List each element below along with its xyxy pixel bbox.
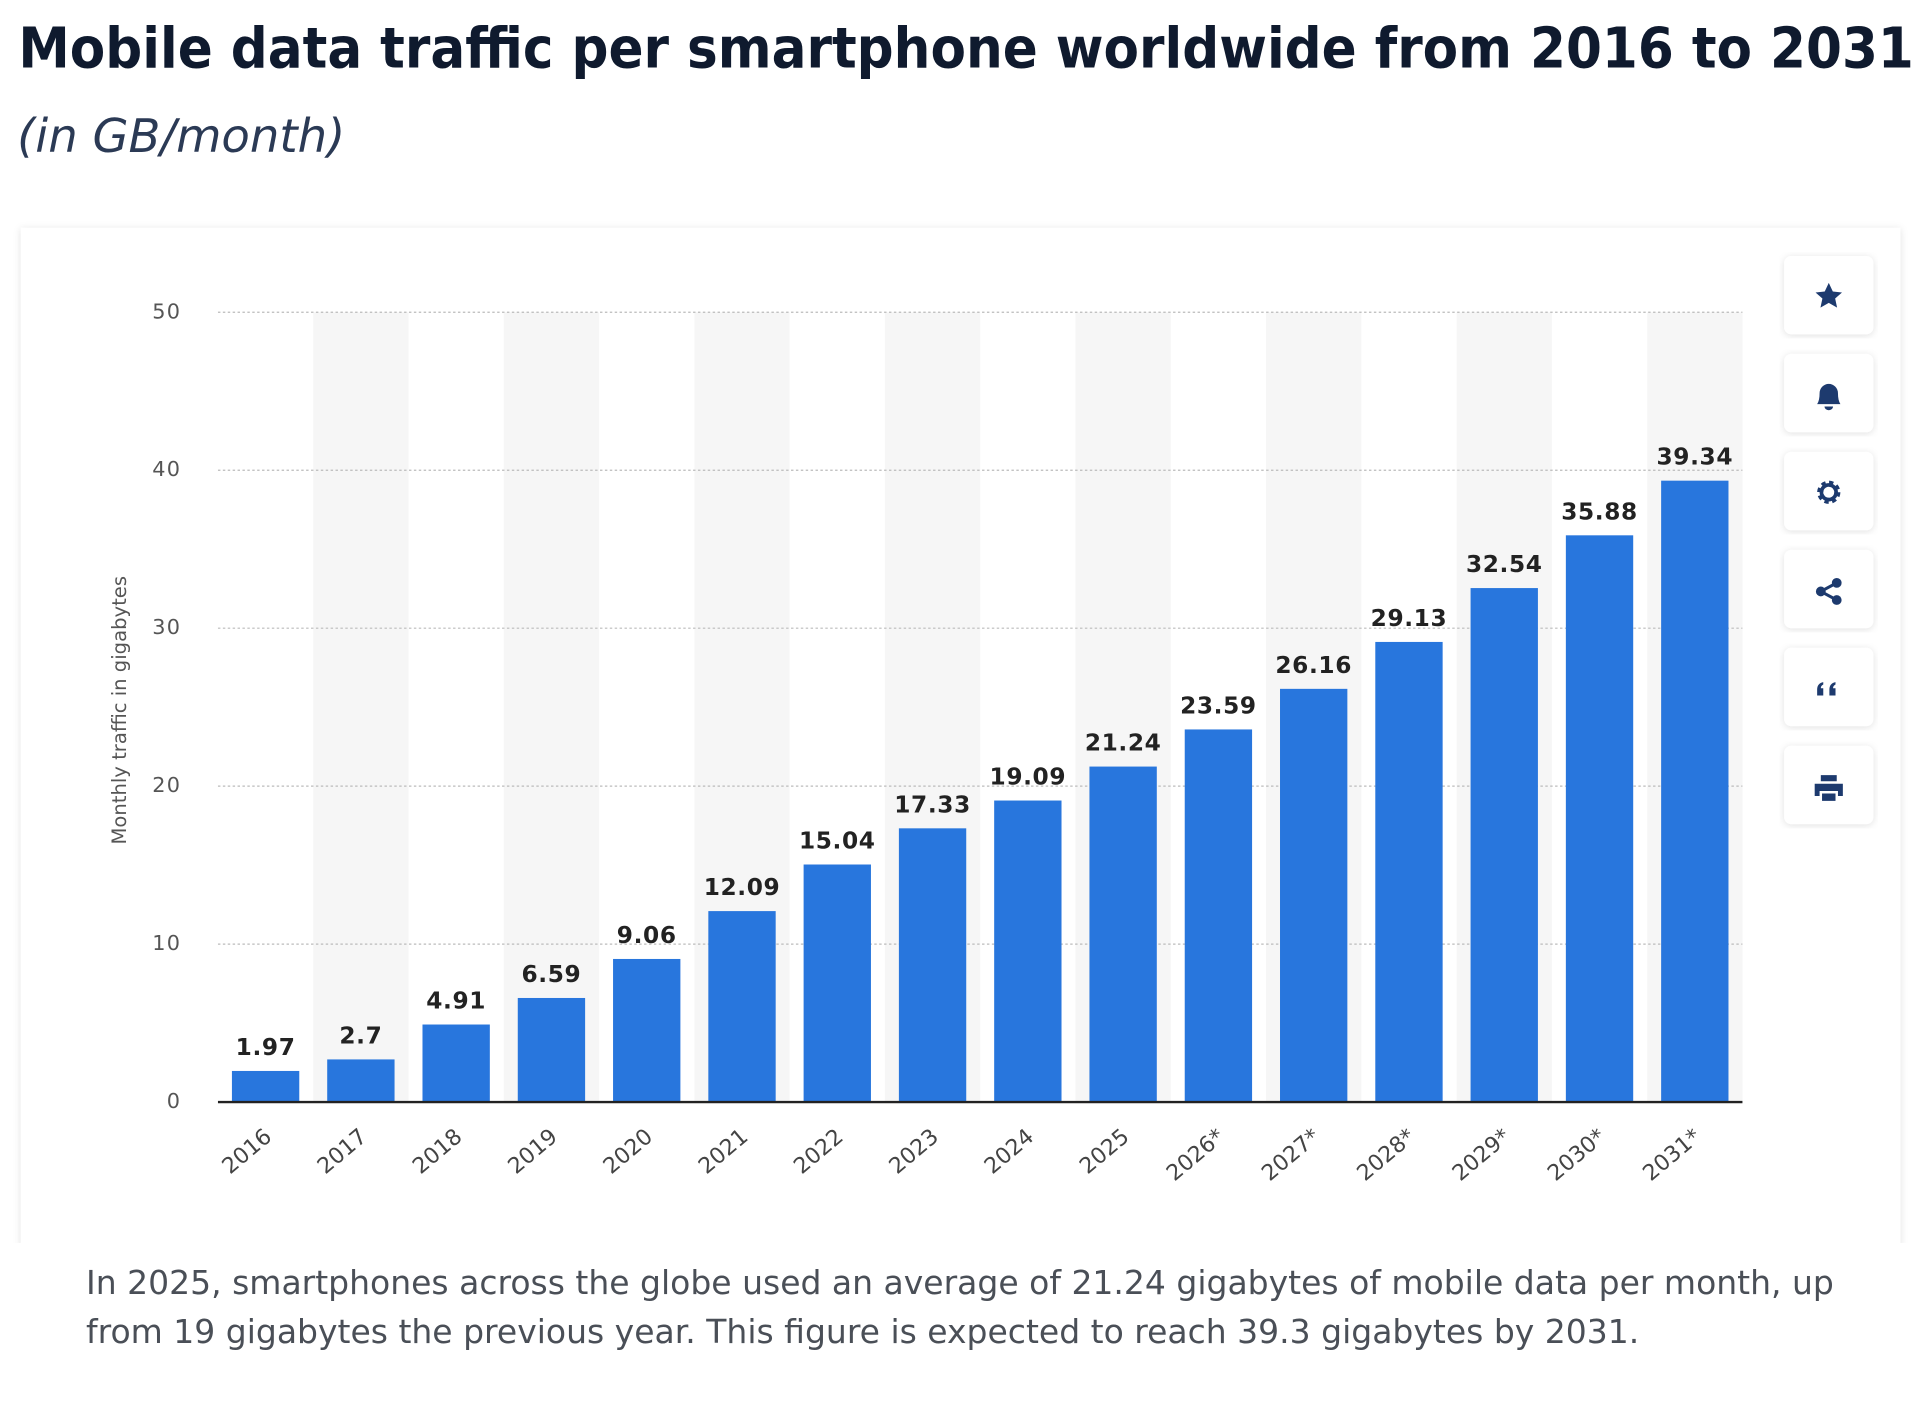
bar <box>517 997 586 1103</box>
y-tick-label: 30 <box>152 615 181 639</box>
value-label: 26.16 <box>1275 652 1352 679</box>
toolbar <box>1784 255 1874 825</box>
y-tick-label: 0 <box>167 1089 181 1113</box>
cite-button[interactable] <box>1784 647 1874 727</box>
bar <box>898 828 967 1103</box>
y-axis-label: Monthly traffic in gigabytes <box>108 576 131 845</box>
bar <box>1184 729 1253 1103</box>
bar <box>1661 480 1729 1103</box>
chart-title: Mobile data traffic per smartphone world… <box>18 16 1914 81</box>
value-label: 35.88 <box>1561 498 1638 525</box>
band-stripe <box>313 312 409 1103</box>
value-label: 12.09 <box>704 874 781 901</box>
value-label: 29.13 <box>1371 605 1448 632</box>
y-tick-label: 50 <box>152 299 181 323</box>
value-label: 21.24 <box>1085 730 1162 757</box>
bar <box>613 958 681 1103</box>
value-label: 1.97 <box>236 1034 296 1061</box>
bar <box>708 911 776 1103</box>
y-tick-label: 40 <box>152 457 181 481</box>
description: In 2025, smartphones across the globe us… <box>86 1263 1834 1351</box>
print-button[interactable] <box>1784 745 1874 825</box>
bar <box>803 864 871 1103</box>
value-label: 23.59 <box>1180 693 1257 720</box>
chart-subtitle: (in GB/month) <box>17 109 345 163</box>
alert-button[interactable] <box>1784 353 1874 433</box>
value-label: 15.04 <box>799 828 876 855</box>
band-stripe <box>503 312 600 1103</box>
bar <box>1280 688 1348 1103</box>
bar <box>1470 588 1538 1103</box>
bar <box>327 1059 395 1103</box>
value-label: 39.34 <box>1657 444 1734 471</box>
value-label: 4.91 <box>426 988 486 1015</box>
share-button[interactable] <box>1784 549 1874 629</box>
favorite-button[interactable] <box>1784 255 1874 335</box>
bar <box>994 800 1062 1103</box>
bar <box>231 1070 300 1103</box>
bar <box>1089 766 1157 1103</box>
value-label: 9.06 <box>617 922 677 949</box>
value-label: 6.59 <box>522 961 582 988</box>
bar <box>422 1024 490 1103</box>
footer-bg <box>0 1242 1920 1407</box>
bar <box>1375 641 1443 1103</box>
y-tick-label: 10 <box>152 931 181 955</box>
value-label: 17.33 <box>894 791 971 818</box>
bar <box>1565 535 1634 1103</box>
plot-area: 010203040501.9720162.720174.9120186.5920… <box>152 299 1743 1187</box>
settings-button[interactable] <box>1784 451 1874 531</box>
value-label: 2.7 <box>339 1023 382 1050</box>
value-label: 32.54 <box>1466 551 1543 578</box>
value-label: 19.09 <box>990 764 1067 791</box>
y-tick-label: 20 <box>152 773 181 797</box>
